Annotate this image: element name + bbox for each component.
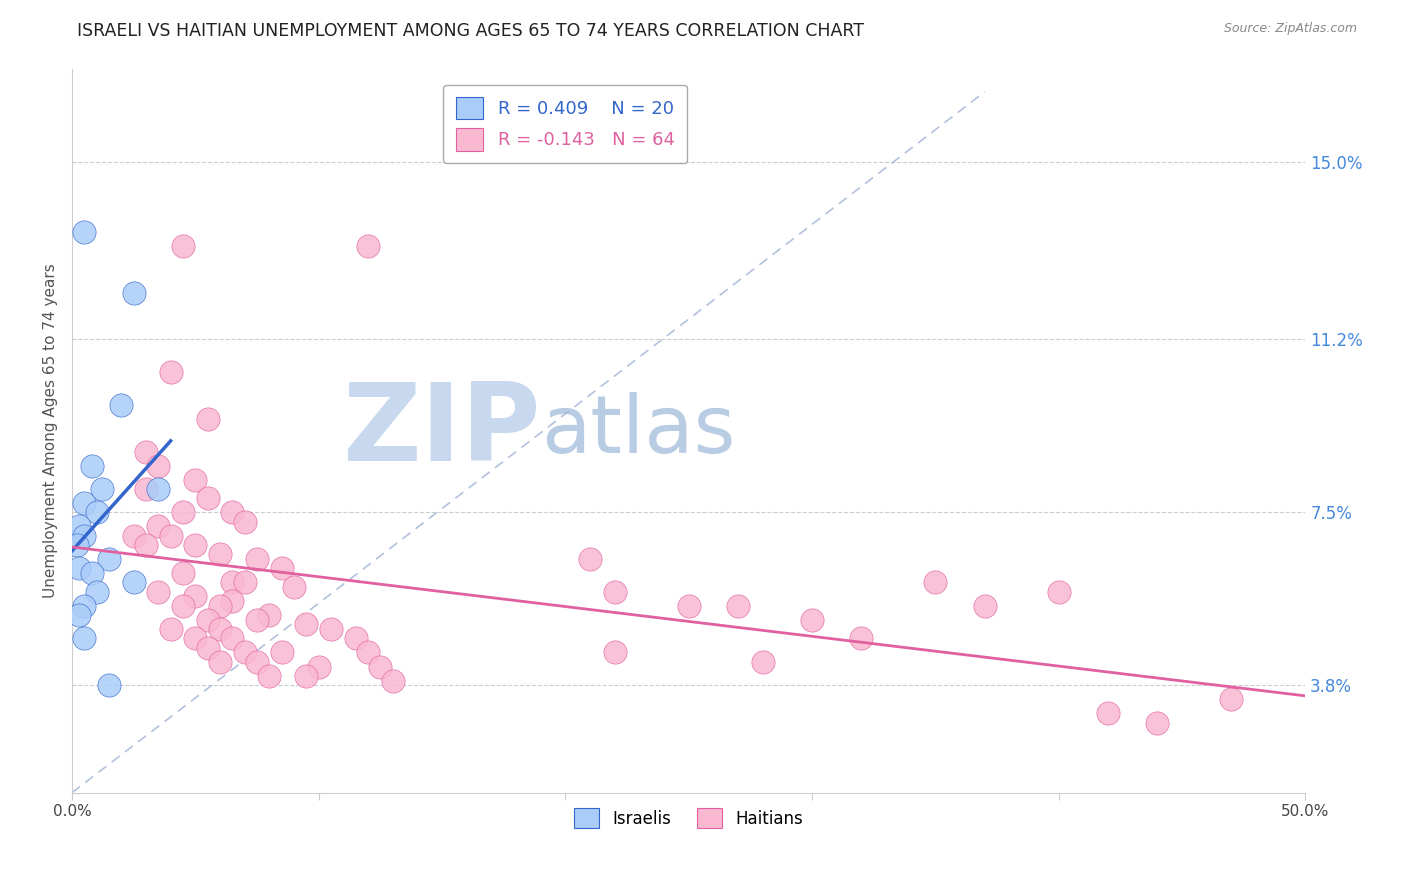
Point <box>159 622 181 636</box>
Point <box>370 659 392 673</box>
Point <box>197 640 219 655</box>
Point <box>197 491 219 506</box>
Text: ZIP: ZIP <box>342 377 541 483</box>
Point <box>221 575 243 590</box>
Point <box>308 659 330 673</box>
Point <box>135 444 157 458</box>
Point <box>259 608 281 623</box>
Point <box>603 584 626 599</box>
Point <box>924 575 946 590</box>
Point <box>357 646 380 660</box>
Point <box>1047 584 1070 599</box>
Point <box>727 599 749 613</box>
Legend: Israelis, Haitians: Israelis, Haitians <box>568 801 810 835</box>
Point <box>172 566 194 580</box>
Point <box>67 519 90 533</box>
Point <box>73 632 96 646</box>
Point <box>381 673 404 688</box>
Point <box>148 519 170 533</box>
Point <box>246 613 269 627</box>
Point <box>283 580 305 594</box>
Point <box>122 575 145 590</box>
Text: ISRAELI VS HAITIAN UNEMPLOYMENT AMONG AGES 65 TO 74 YEARS CORRELATION CHART: ISRAELI VS HAITIAN UNEMPLOYMENT AMONG AG… <box>77 22 865 40</box>
Point <box>221 505 243 519</box>
Point <box>295 617 318 632</box>
Point <box>184 590 207 604</box>
Point <box>135 482 157 496</box>
Point <box>357 239 380 253</box>
Point <box>80 458 103 473</box>
Point <box>73 496 96 510</box>
Point <box>90 482 112 496</box>
Y-axis label: Unemployment Among Ages 65 to 74 years: Unemployment Among Ages 65 to 74 years <box>44 263 58 598</box>
Point <box>148 458 170 473</box>
Point <box>1146 715 1168 730</box>
Point <box>270 561 292 575</box>
Point <box>135 538 157 552</box>
Point <box>172 599 194 613</box>
Text: atlas: atlas <box>541 392 735 469</box>
Point <box>197 613 219 627</box>
Point <box>73 529 96 543</box>
Point <box>246 655 269 669</box>
Text: Source: ZipAtlas.com: Source: ZipAtlas.com <box>1223 22 1357 36</box>
Point <box>73 599 96 613</box>
Point <box>208 599 231 613</box>
Point <box>86 584 108 599</box>
Point <box>148 584 170 599</box>
Point <box>184 632 207 646</box>
Point <box>80 566 103 580</box>
Point <box>270 646 292 660</box>
Point <box>319 622 342 636</box>
Point <box>246 552 269 566</box>
Point <box>579 552 602 566</box>
Point <box>159 529 181 543</box>
Point <box>197 412 219 426</box>
Point <box>751 655 773 669</box>
Point <box>851 632 873 646</box>
Point <box>122 529 145 543</box>
Point <box>1097 706 1119 721</box>
Point <box>208 548 231 562</box>
Point <box>800 613 823 627</box>
Point <box>1220 692 1243 706</box>
Point <box>233 646 256 660</box>
Point <box>184 473 207 487</box>
Point <box>73 225 96 239</box>
Point <box>259 669 281 683</box>
Point <box>110 398 132 412</box>
Point <box>221 594 243 608</box>
Point <box>172 505 194 519</box>
Point <box>678 599 700 613</box>
Point <box>98 678 121 692</box>
Point <box>208 622 231 636</box>
Point <box>221 632 243 646</box>
Point <box>66 538 89 552</box>
Point <box>233 575 256 590</box>
Point <box>184 538 207 552</box>
Point <box>67 608 90 623</box>
Point <box>295 669 318 683</box>
Point <box>208 655 231 669</box>
Point <box>159 365 181 379</box>
Point <box>973 599 995 613</box>
Point <box>122 285 145 300</box>
Point <box>98 552 121 566</box>
Point <box>344 632 367 646</box>
Point <box>86 505 108 519</box>
Point <box>148 482 170 496</box>
Point <box>603 646 626 660</box>
Point <box>67 561 90 575</box>
Point <box>172 239 194 253</box>
Point <box>233 515 256 529</box>
